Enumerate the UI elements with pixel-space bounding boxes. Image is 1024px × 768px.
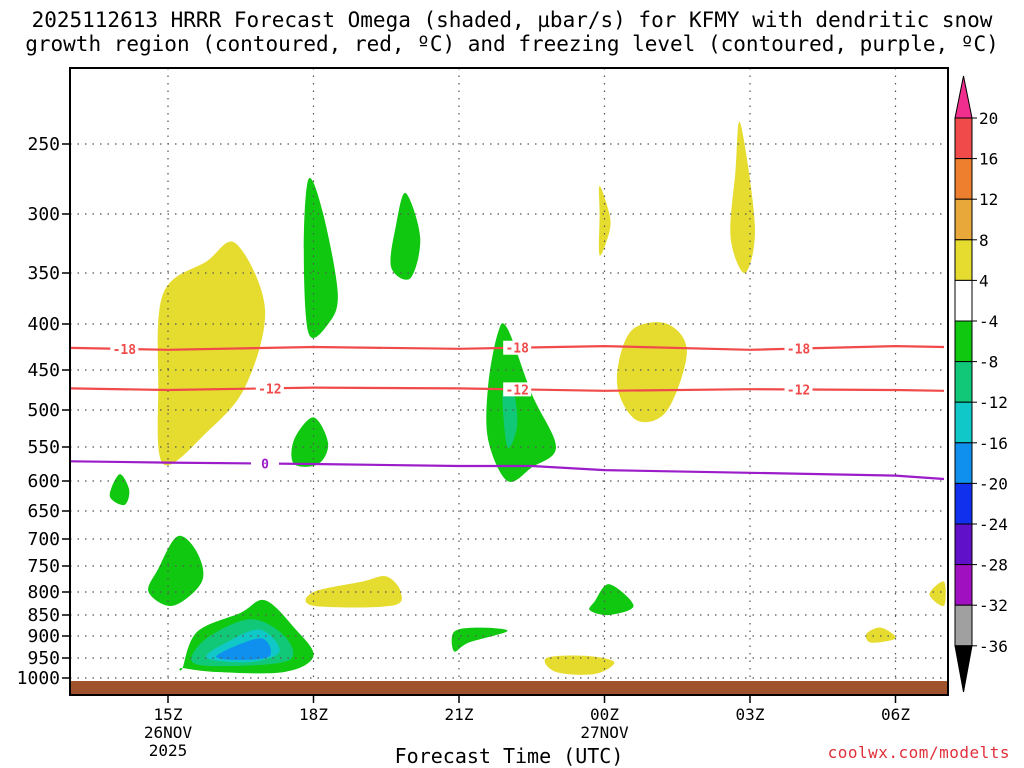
downward-yellow-810-region	[929, 581, 946, 607]
colorbar-segment	[954, 320, 973, 363]
colorbar-label: 12	[979, 190, 998, 209]
y-tick-label: 800	[27, 582, 60, 603]
x-tick-label: 27NOV	[580, 723, 629, 742]
upward-green-750-region	[148, 535, 204, 607]
colorbar-segment	[954, 401, 973, 444]
x-axis-label: Forecast Time (UTC)	[394, 744, 624, 768]
colorbar-label: 20	[979, 109, 998, 128]
dgz-minus12-label: -12	[258, 382, 281, 397]
y-tick-label: 850	[27, 605, 60, 626]
colorbar-label: -32	[979, 596, 1008, 615]
colorbar-segment	[954, 279, 973, 322]
downward-yellow-450-region	[157, 241, 266, 466]
dgz-minus12-contour	[70, 386, 945, 392]
freezing-level-contour	[70, 460, 945, 481]
downward-yellow-960-region	[544, 655, 615, 675]
y-tick-label: 250	[27, 134, 60, 155]
colorbar-label: -8	[979, 353, 998, 372]
y-tick-label: 500	[27, 400, 60, 421]
plot-frame	[69, 67, 949, 696]
x-tick-label: 15Z	[154, 705, 183, 724]
ground-surface-bar	[70, 681, 948, 695]
x-tick-label: 21Z	[445, 705, 474, 724]
chart-title-line2: growth region (contoured, red, ºC) and f…	[25, 32, 999, 56]
colorbar-label: -24	[979, 515, 1008, 534]
x-tick-label: 03Z	[736, 705, 765, 724]
colorbar-segment	[954, 158, 973, 200]
colorbar-bottom-arrow	[954, 645, 973, 693]
dgz-minus18-label: -18	[505, 342, 529, 357]
dgz-minus18-label-bg	[503, 340, 532, 355]
colorbar-label: -28	[979, 556, 1008, 575]
x-tick-label: 18Z	[299, 705, 328, 724]
dgz-minus12-label-bg	[255, 381, 284, 396]
colorbar-segment	[954, 523, 973, 566]
colorbar-segment	[954, 117, 973, 160]
upward-green-300-region	[303, 178, 338, 338]
freezing-level-label: 0	[261, 458, 269, 473]
y-tick-label: 600	[27, 471, 60, 492]
upward-green-500-region	[486, 323, 556, 482]
chart-title-line1: 2025112613 HRRR Forecast Omega (shaded, …	[31, 8, 993, 32]
credit-link[interactable]: coolwx.com/modelts	[827, 743, 1010, 762]
colorbar-segment	[954, 442, 973, 484]
colorbar-label: -12	[979, 393, 1008, 412]
colorbar-segment	[954, 564, 973, 606]
x-tick-label: 00Z	[590, 705, 619, 724]
y-tick-label: 300	[27, 204, 60, 225]
upward-green-320-region	[390, 192, 421, 280]
downward-yellow-300b-region	[730, 121, 755, 274]
x-tick-label: 06Z	[881, 705, 910, 724]
upward-green-610-region	[109, 474, 130, 506]
x-tick-label: 2025	[149, 741, 188, 760]
y-tick-label: 400	[27, 314, 60, 335]
colorbar-label: -16	[979, 434, 1008, 453]
y-tick-label: 650	[27, 501, 60, 522]
colorbar-label: 4	[979, 271, 989, 290]
dgz-minus12-label: -12	[787, 383, 810, 398]
dgz-minus18-label-bg	[110, 341, 139, 356]
x-tick-label: 26NOV	[144, 723, 193, 742]
dgz-minus18-label: -18	[113, 343, 137, 358]
freezing-level-label-bg	[251, 456, 279, 471]
upward-green-800-region	[589, 584, 634, 616]
colorbar-top-arrow	[954, 75, 973, 119]
dgz-minus12-label: -12	[505, 383, 528, 398]
dgz-minus18-label-bg	[784, 341, 813, 356]
y-tick-label: 700	[27, 529, 60, 550]
dgz-minus18-contour	[70, 344, 945, 351]
colorbar-segment	[954, 361, 973, 403]
colorbar-label: -20	[979, 474, 1008, 493]
colorbar-label: 8	[979, 231, 989, 250]
dgz-minus18-label: -18	[787, 343, 811, 358]
dgz-minus12-label-bg	[784, 382, 813, 397]
colorbar-segment	[954, 239, 973, 281]
colorbar-label: -4	[979, 312, 998, 331]
colorbar-segment	[954, 198, 973, 241]
downward-yellow-790-region	[305, 576, 402, 608]
y-tick-label: 1000	[17, 668, 60, 689]
y-tick-label: 900	[27, 626, 60, 647]
y-tick-label: 350	[27, 263, 60, 284]
y-tick-label: 750	[27, 556, 60, 577]
downward-yellow-890-region	[865, 627, 896, 643]
y-tick-label: 450	[27, 360, 60, 381]
colorbar-segment	[954, 604, 973, 647]
upward-green-880-region	[451, 627, 508, 652]
upward-blue-930-region	[216, 638, 271, 660]
upward-teal-500-region	[502, 383, 518, 448]
upward-green-520-region	[291, 417, 329, 467]
y-tick-label: 550	[27, 437, 60, 458]
colorbar-label: 16	[979, 150, 998, 169]
colorbar-segment	[954, 482, 973, 525]
dgz-minus12-label-bg	[503, 382, 532, 397]
downward-yellow-300-region	[598, 186, 611, 256]
y-tick-label: 950	[27, 648, 60, 669]
colorbar-label: -36	[979, 637, 1008, 656]
